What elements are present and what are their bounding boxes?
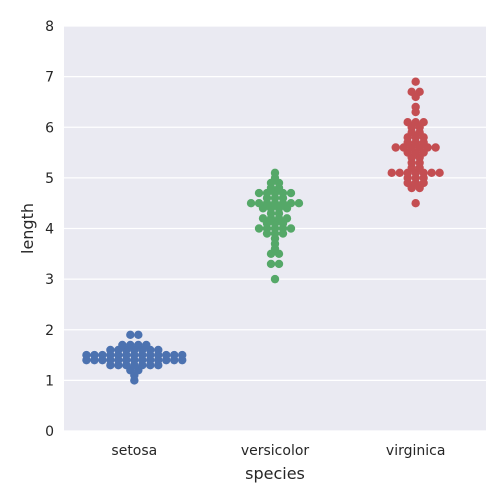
point-versicolor [283, 214, 291, 222]
point-virginica [431, 143, 439, 151]
y-tick-label: 2 [45, 323, 54, 339]
point-versicolor [255, 224, 263, 232]
point-versicolor [271, 229, 279, 237]
x-tick-label-setosa: setosa [111, 443, 157, 459]
point-virginica [396, 169, 404, 177]
x-tick-labels: setosa versicolor virginica [111, 443, 445, 459]
point-setosa [98, 351, 106, 359]
point-versicolor [287, 189, 295, 197]
x-tick-label-virginica: virginica [386, 443, 446, 459]
point-setosa [142, 341, 150, 349]
point-setosa [126, 331, 134, 339]
point-versicolor [287, 199, 295, 207]
point-versicolor [259, 214, 267, 222]
point-versicolor [263, 229, 271, 237]
point-setosa [90, 351, 98, 359]
y-tick-label: 4 [45, 222, 54, 238]
y-tick-label: 8 [45, 19, 54, 35]
point-setosa [162, 351, 170, 359]
point-setosa [118, 341, 126, 349]
point-virginica [403, 118, 411, 126]
y-tick-label: 5 [45, 171, 54, 187]
point-versicolor [247, 199, 255, 207]
point-virginica [419, 118, 427, 126]
y-tick-labels: 0 1 2 3 4 5 6 7 8 [45, 19, 54, 440]
point-virginica [435, 169, 443, 177]
point-virginica [407, 88, 415, 96]
point-virginica [411, 103, 419, 111]
point-virginica [392, 143, 400, 151]
point-virginica [411, 77, 419, 85]
point-setosa [170, 351, 178, 359]
point-virginica [388, 169, 396, 177]
y-tick-label: 0 [45, 424, 54, 440]
point-virginica [411, 118, 419, 126]
point-versicolor [287, 224, 295, 232]
point-versicolor [275, 179, 283, 187]
point-virginica [411, 179, 419, 187]
point-versicolor [295, 199, 303, 207]
point-setosa [134, 331, 142, 339]
point-setosa [134, 341, 142, 349]
point-setosa [82, 351, 90, 359]
point-virginica [403, 179, 411, 187]
point-versicolor [267, 179, 275, 187]
y-axis-label: length [18, 203, 37, 254]
point-versicolor [267, 260, 275, 268]
point-setosa [126, 341, 134, 349]
point-setosa [154, 346, 162, 354]
point-versicolor [271, 169, 279, 177]
point-versicolor [255, 189, 263, 197]
point-versicolor [279, 229, 287, 237]
x-axis-label: species [245, 464, 305, 483]
point-setosa [178, 351, 186, 359]
point-versicolor [255, 199, 263, 207]
point-setosa [106, 346, 114, 354]
point-versicolor [271, 275, 279, 283]
x-tick-label-versicolor: versicolor [241, 443, 310, 459]
point-virginica [419, 179, 427, 187]
point-virginica [407, 128, 415, 136]
point-versicolor [275, 260, 283, 268]
point-virginica [427, 169, 435, 177]
point-virginica [411, 199, 419, 207]
y-tick-label: 3 [45, 272, 54, 288]
point-virginica [415, 88, 423, 96]
y-tick-label: 1 [45, 373, 54, 389]
y-tick-label: 6 [45, 120, 54, 136]
y-tick-label: 7 [45, 70, 54, 86]
point-virginica [415, 128, 423, 136]
